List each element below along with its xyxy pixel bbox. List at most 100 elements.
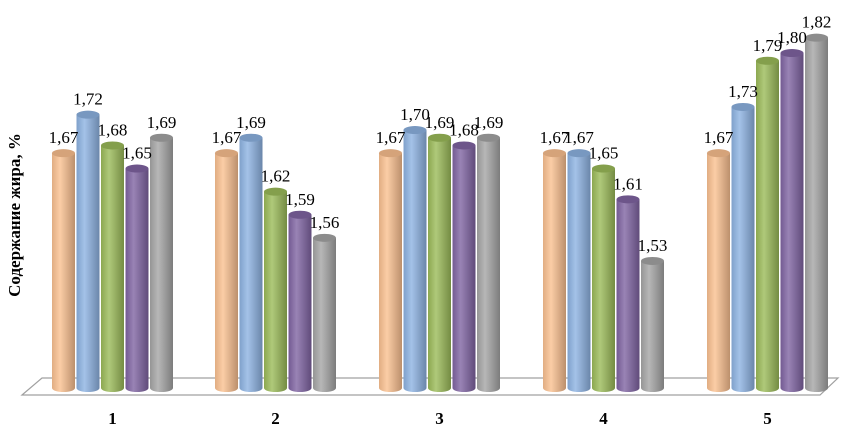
- bar: [403, 126, 427, 393]
- bar-top: [264, 187, 287, 196]
- bar-top: [707, 149, 730, 158]
- data-label: 1,65: [589, 144, 619, 163]
- bar-top: [125, 164, 149, 173]
- bar-top: [403, 126, 427, 135]
- bar: [215, 149, 238, 392]
- bar-body: [707, 153, 730, 392]
- bar: [428, 133, 451, 392]
- data-labels-layer: 1,671,721,681,651,691,671,691,621,591,56…: [49, 13, 832, 255]
- data-label: 1,69: [236, 113, 266, 132]
- bar: [756, 56, 779, 392]
- bar-body: [264, 191, 287, 392]
- data-label: 1,65: [122, 144, 152, 163]
- bar-body: [567, 153, 591, 392]
- bar-body: [403, 130, 427, 393]
- bar: [125, 164, 149, 392]
- bar-top: [805, 33, 828, 42]
- bar-body: [731, 106, 755, 392]
- data-label: 1,70: [400, 105, 430, 124]
- bar-body: [101, 145, 124, 392]
- bar: [543, 149, 566, 392]
- bar: [780, 49, 804, 393]
- data-label: 1,82: [802, 13, 832, 32]
- bar-top: [543, 149, 566, 158]
- x-tick-label: 2: [271, 409, 280, 428]
- bar-body: [780, 53, 804, 393]
- bar-top: [616, 195, 640, 204]
- bar-body: [76, 114, 100, 393]
- bar: [76, 110, 100, 393]
- data-label: 1,67: [376, 128, 406, 147]
- x-tick-label: 5: [763, 409, 772, 428]
- bar: [379, 149, 402, 392]
- bar: [731, 102, 755, 392]
- bar-top: [379, 149, 402, 158]
- data-label: 1,67: [564, 128, 594, 147]
- bar: [707, 149, 730, 392]
- bar-body: [641, 260, 664, 392]
- data-label: 1,79: [753, 36, 783, 55]
- bar-body: [150, 137, 173, 392]
- data-label: 1,80: [777, 28, 807, 47]
- bar-body: [215, 153, 238, 392]
- bar-body: [125, 168, 149, 392]
- data-label: 1,69: [147, 113, 177, 132]
- bar-top: [567, 149, 591, 158]
- bar-top: [756, 56, 779, 65]
- x-tick-label: 1: [108, 409, 117, 428]
- data-label: 1,56: [310, 213, 340, 232]
- bar: [592, 164, 615, 392]
- bar-top: [215, 149, 238, 158]
- bar-top: [428, 133, 451, 142]
- data-label: 1,68: [98, 120, 128, 139]
- bar-body: [756, 60, 779, 392]
- x-tick-label: 4: [599, 409, 608, 428]
- bar-body: [428, 137, 451, 392]
- bar-body: [52, 153, 75, 392]
- bar: [52, 149, 75, 392]
- bar-top: [477, 133, 500, 142]
- bar-body: [543, 153, 566, 392]
- bar: [616, 195, 640, 392]
- bar: [805, 33, 828, 393]
- x-tick-labels: 1 2 3 4 5: [108, 409, 772, 428]
- data-label: 1,67: [540, 128, 570, 147]
- data-label: 1,67: [212, 128, 242, 147]
- bar-body: [452, 145, 476, 392]
- data-label: 1,69: [425, 113, 455, 132]
- bar-top: [239, 133, 263, 142]
- bar-body: [805, 37, 828, 393]
- bar-body: [379, 153, 402, 392]
- bar: [452, 141, 476, 392]
- bar: [313, 233, 336, 392]
- bar-top: [150, 133, 173, 142]
- data-label: 1,67: [49, 128, 79, 147]
- bar-body: [239, 137, 263, 392]
- bar-top: [452, 141, 476, 150]
- data-label: 1,72: [73, 90, 103, 109]
- bar-body: [288, 214, 312, 392]
- bar: [101, 141, 124, 392]
- bar: [567, 149, 591, 392]
- bar-top: [52, 149, 75, 158]
- bar: [239, 133, 263, 392]
- bar-top: [101, 141, 124, 150]
- data-label: 1,62: [261, 167, 291, 186]
- data-label: 1,53: [638, 236, 668, 255]
- data-label: 1,59: [285, 190, 315, 209]
- data-label: 1,69: [474, 113, 504, 132]
- bar-body: [477, 137, 500, 392]
- data-label: 1,67: [704, 128, 734, 147]
- bars-layer: [52, 33, 828, 393]
- bar-top: [313, 233, 336, 242]
- bar-top: [592, 164, 615, 173]
- data-label: 1,61: [613, 174, 643, 193]
- bar: [288, 210, 312, 392]
- bar-top: [780, 49, 804, 58]
- x-tick-label: 3: [435, 409, 444, 428]
- bar-top: [288, 210, 312, 219]
- bar-top: [641, 256, 664, 265]
- bar-body: [313, 237, 336, 392]
- bar: [477, 133, 500, 392]
